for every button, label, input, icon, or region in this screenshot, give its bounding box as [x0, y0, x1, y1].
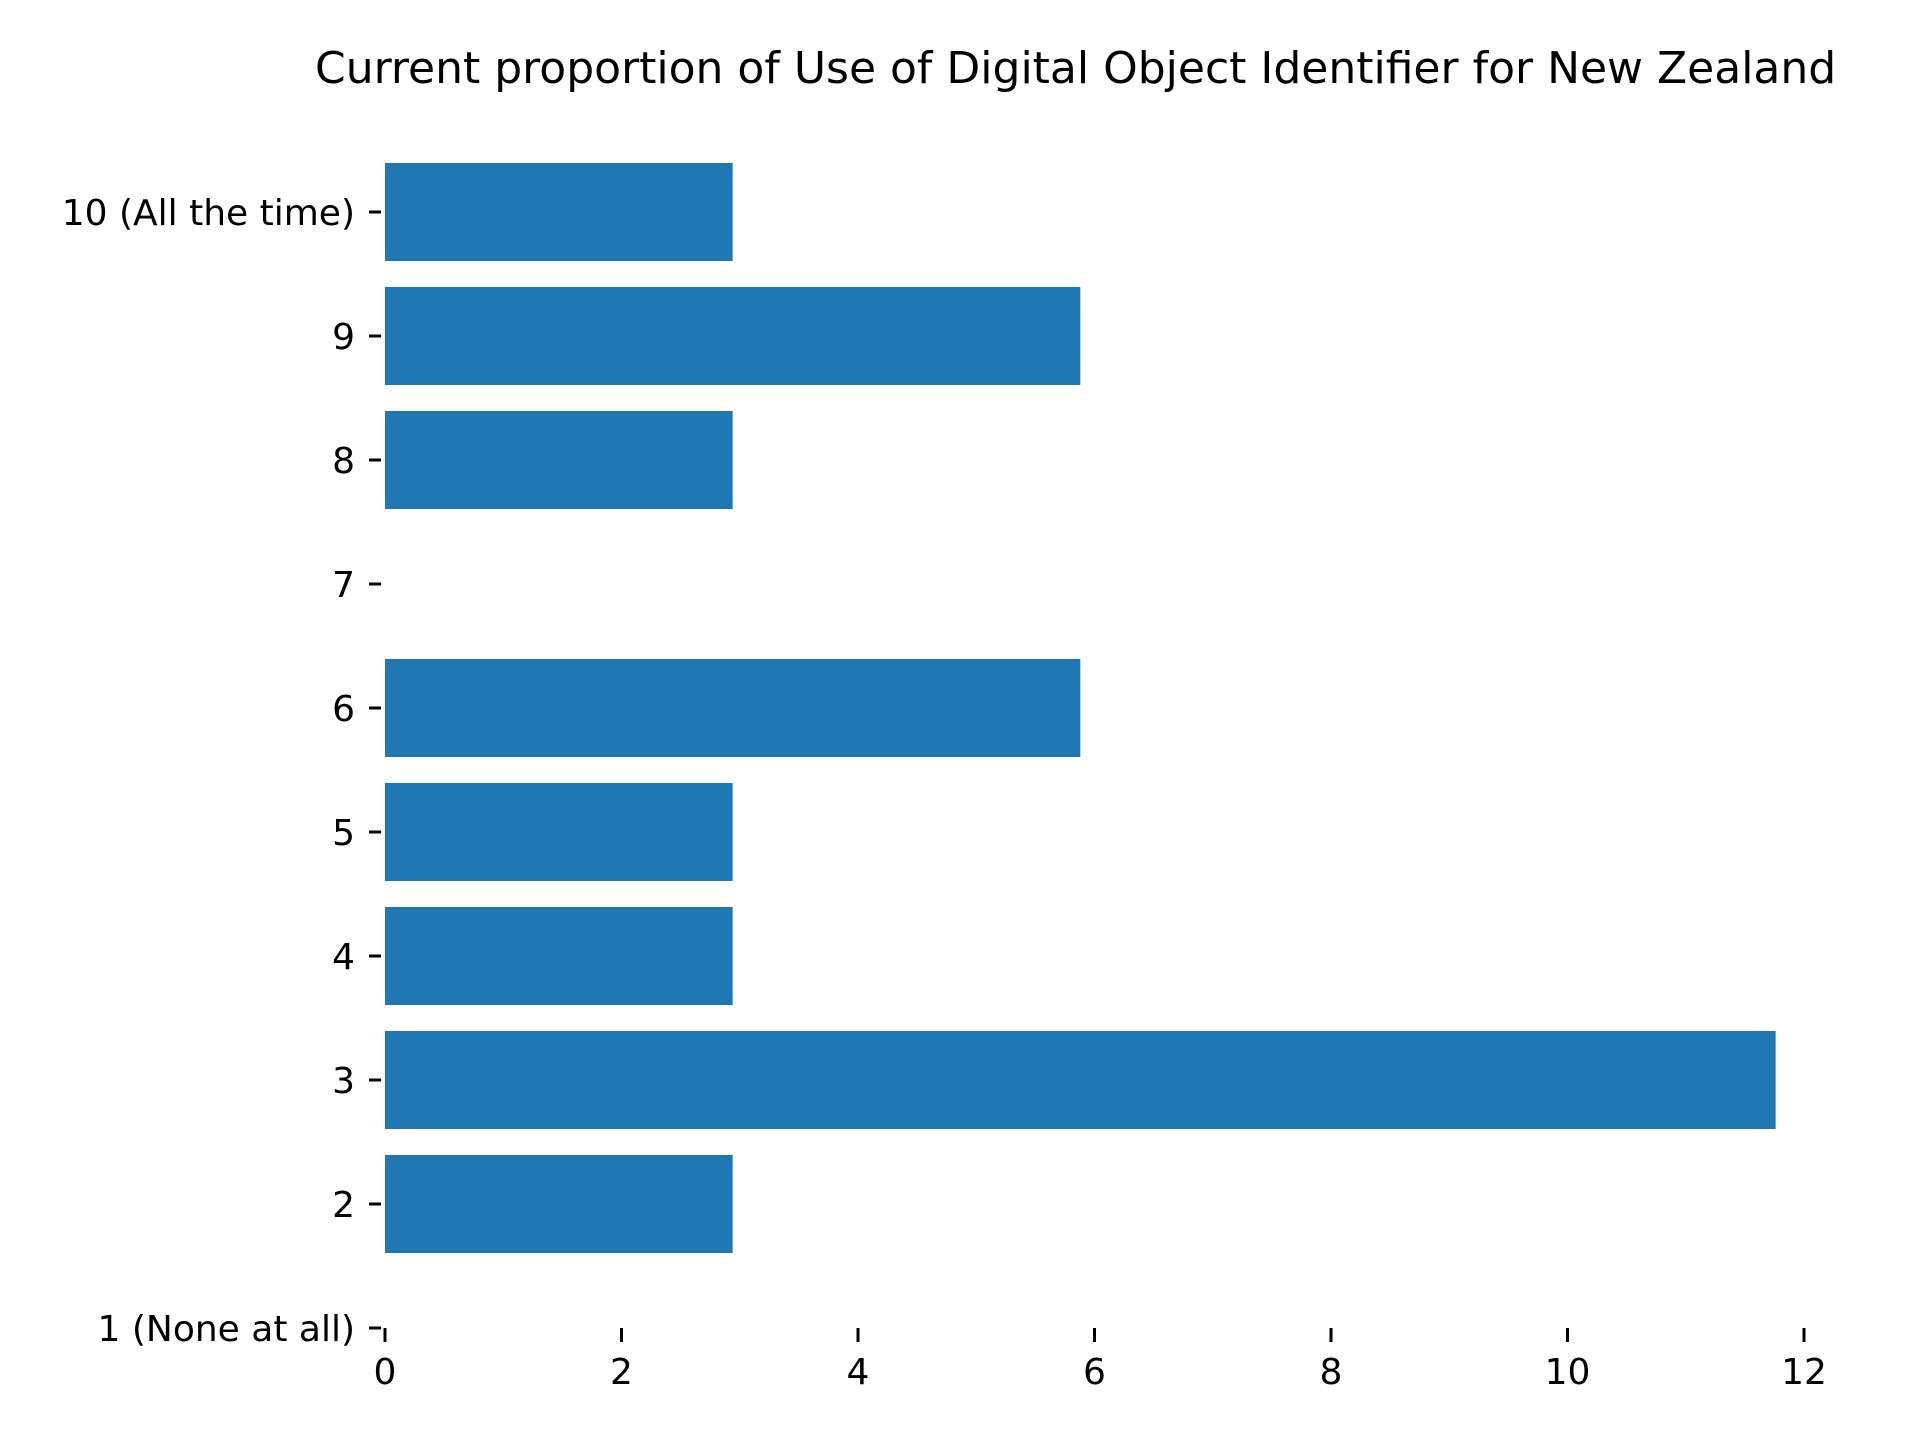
y-tick-label-2: 2 — [332, 1185, 355, 1226]
y-tick-label-3: 3 — [332, 1061, 355, 1102]
bar-10 — [385, 163, 733, 261]
x-tick-label-10: 10 — [1545, 1352, 1591, 1393]
x-tick-label-6: 6 — [1083, 1352, 1106, 1393]
x-tick-label-4: 4 — [847, 1352, 870, 1393]
x-tick-label-12: 12 — [1781, 1352, 1827, 1393]
y-tick-label-4: 4 — [332, 937, 355, 978]
y-tick-label-9: 9 — [332, 317, 355, 358]
bar-6 — [385, 659, 1081, 757]
y-tick-label-1: 1 (None at all) — [98, 1309, 355, 1350]
bar-4 — [385, 907, 733, 1005]
bar-2 — [385, 1155, 733, 1253]
y-tick-label-10: 10 (All the time) — [62, 193, 355, 234]
x-tick-label-0: 0 — [374, 1352, 397, 1393]
bar-8 — [385, 411, 733, 509]
bar-9 — [385, 287, 1081, 385]
y-tick-label-8: 8 — [332, 441, 355, 482]
x-axis: 0 2 4 6 8 10 12 — [374, 1328, 1827, 1393]
x-tick-label-2: 2 — [610, 1352, 633, 1393]
y-tick-label-7: 7 — [332, 565, 355, 606]
y-tick-label-5: 5 — [332, 813, 355, 854]
bars-group — [385, 163, 1776, 1253]
y-tick-label-6: 6 — [332, 689, 355, 730]
x-tick-label-8: 8 — [1320, 1352, 1343, 1393]
bar-5 — [385, 783, 733, 881]
y-axis: 1 (None at all) 2 3 4 5 6 7 8 9 10 (All the time) — [62, 193, 381, 1350]
bar-3 — [385, 1031, 1776, 1129]
chart-title: Current proportion of Use of Digital Obj… — [315, 43, 1836, 94]
